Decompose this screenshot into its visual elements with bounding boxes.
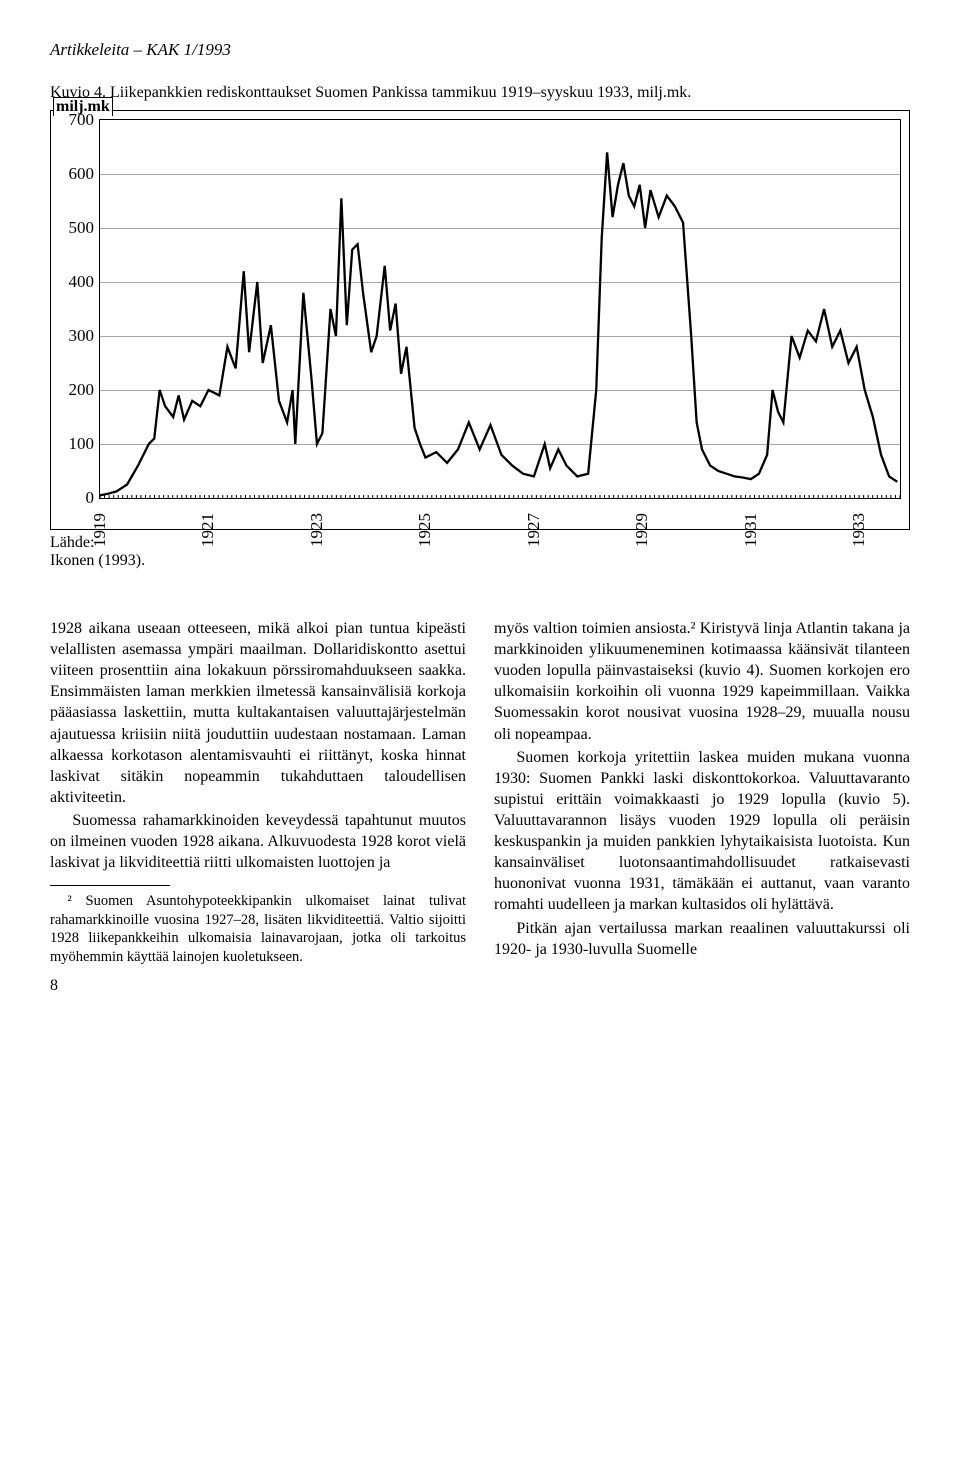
paragraph: 1928 aikana useaan otteeseen, mikä alkoi…	[50, 618, 466, 808]
chart-line-svg	[100, 120, 900, 498]
gridline	[100, 174, 900, 175]
source-label: Lähde:	[50, 534, 94, 551]
paragraph: Pitkän ajan vertailussa markan reaalinen…	[494, 918, 910, 960]
gridline	[100, 444, 900, 445]
x-tick-label: 1929	[632, 513, 652, 547]
x-tick-label: 1921	[198, 513, 218, 547]
y-tick-label: 100	[69, 434, 95, 454]
y-tick-label: 600	[69, 164, 95, 184]
gridline	[100, 336, 900, 337]
y-tick-label: 500	[69, 218, 95, 238]
text-columns: 1928 aikana useaan otteeseen, mikä alkoi…	[50, 618, 910, 996]
y-tick-label: 200	[69, 380, 95, 400]
running-header: Artikkeleita – KAK 1/1993	[50, 40, 910, 60]
footnote: ² Suomen Asuntohypoteekkipankin ulkomais…	[50, 892, 466, 966]
footnote-rule	[50, 885, 170, 886]
page-number: 8	[50, 975, 466, 996]
paragraph: Suomessa rahamarkkinoiden keveydessä tap…	[50, 810, 466, 873]
y-tick-label: 400	[69, 272, 95, 292]
paragraph: myös valtion toimien ansiosta.² Kiristyv…	[494, 618, 910, 745]
chart-area: milj.mk 01002003004005006007001919192119…	[99, 119, 901, 499]
left-column: 1928 aikana useaan otteeseen, mikä alkoi…	[50, 618, 466, 996]
y-tick-label: 0	[86, 488, 95, 508]
paragraph: Suomen korkoja yritettiin laskea muiden …	[494, 747, 910, 916]
chart-plot: 0100200300400500600700191919211923192519…	[99, 119, 901, 499]
x-tick-label: 1931	[741, 513, 761, 547]
x-axis-ticks	[100, 495, 900, 498]
gridline	[100, 390, 900, 391]
figure-caption: Kuvio 4. Liikepankkien rediskonttaukset …	[50, 84, 910, 102]
x-tick-label: 1933	[849, 513, 869, 547]
gridline	[100, 282, 900, 283]
source-value: Ikonen (1993).	[50, 552, 145, 569]
figure-source: Lähde: Ikonen (1993).	[50, 534, 910, 570]
gridline	[100, 228, 900, 229]
x-tick-label: 1927	[524, 513, 544, 547]
y-tick-label: 300	[69, 326, 95, 346]
x-tick-label: 1919	[90, 513, 110, 547]
chart-container: milj.mk 01002003004005006007001919192119…	[50, 110, 910, 530]
y-tick-label: 700	[69, 110, 95, 130]
x-tick-label: 1923	[307, 513, 327, 547]
x-tick-label: 1925	[415, 513, 435, 547]
right-column: myös valtion toimien ansiosta.² Kiristyv…	[494, 618, 910, 996]
